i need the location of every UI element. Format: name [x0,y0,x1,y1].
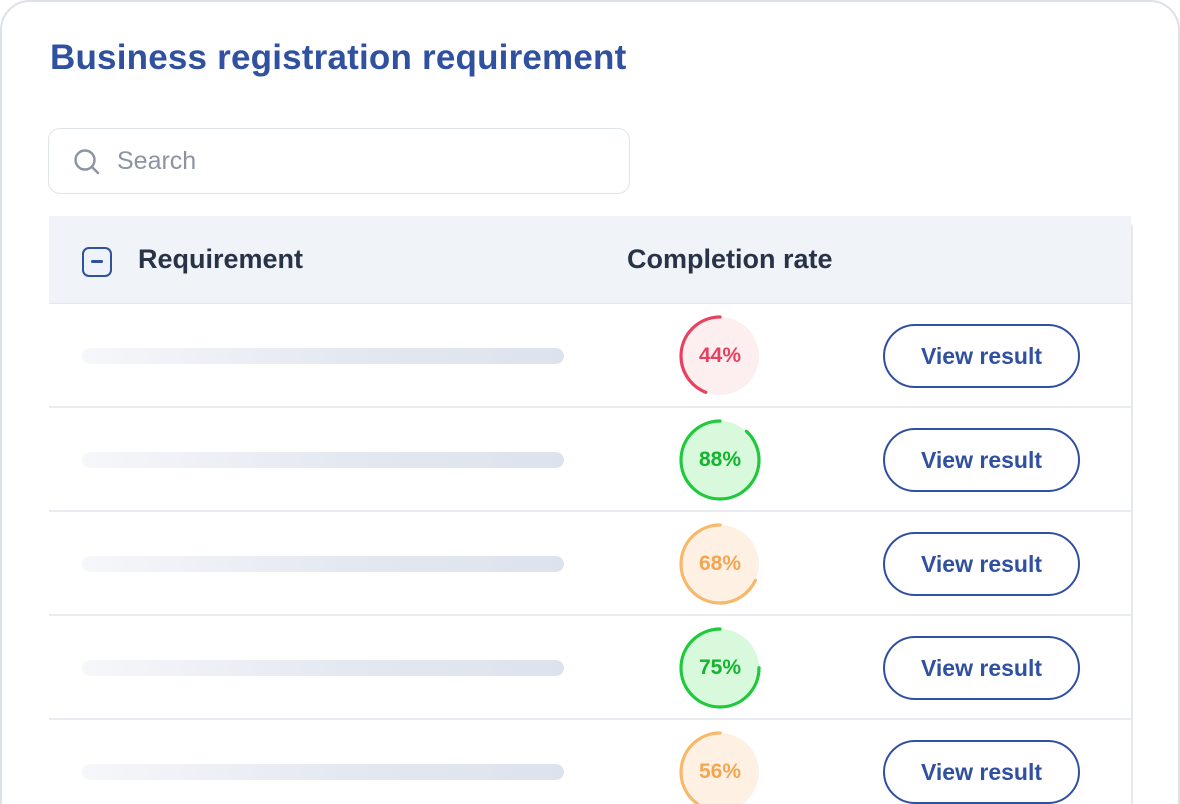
table-row: 68% View result [49,512,1131,616]
view-result-button[interactable]: View result [883,324,1080,388]
view-result-button[interactable]: View result [883,740,1080,804]
select-all-checkbox[interactable] [82,247,112,277]
table-row: 56% View result [49,720,1131,804]
column-header-requirement: Requirement [138,244,304,274]
search-box[interactable] [48,128,630,194]
table-row: 44% View result [49,304,1131,408]
completion-ring-progress [679,523,761,605]
completion-ring-background [681,421,759,499]
view-result-button[interactable]: View result [883,532,1080,596]
completion-ring [679,419,761,501]
page-title: Business registration requirement [50,38,627,77]
column-header-completion-rate: Completion rate [627,244,833,274]
completion-ring [679,627,761,709]
completion-ring-background [681,629,759,707]
completion-ring-background [681,317,759,395]
table-row: 88% View result [49,408,1131,512]
requirement-placeholder [82,452,564,468]
table-header: Requirement Completion rate [49,216,1131,304]
completion-ring-progress [679,419,761,501]
requirement-placeholder [82,556,564,572]
search-input[interactable] [117,129,617,193]
completion-ring-progress [679,315,761,397]
requirements-table: Requirement Completion rate 44% View res… [49,216,1133,804]
completion-rate-label: 88% [698,448,742,471]
view-result-button[interactable]: View result [883,636,1080,700]
table-row: 75% View result [49,616,1131,720]
search-icon [74,149,100,175]
completion-ring [679,731,761,804]
requirement-placeholder [82,764,564,780]
requirement-placeholder [82,660,564,676]
completion-ring-background [681,525,759,603]
completion-ring-background [681,733,759,804]
view-result-button[interactable]: View result [883,428,1080,492]
completion-ring [679,523,761,605]
completion-rate-label: 75% [698,656,742,679]
completion-ring [679,315,761,397]
completion-ring-progress [679,627,761,709]
completion-rate-label: 44% [698,344,742,367]
completion-rate-label: 68% [698,552,742,575]
requirement-placeholder [82,348,564,364]
completion-rate-label: 56% [698,760,742,783]
completion-ring-progress [679,731,761,804]
